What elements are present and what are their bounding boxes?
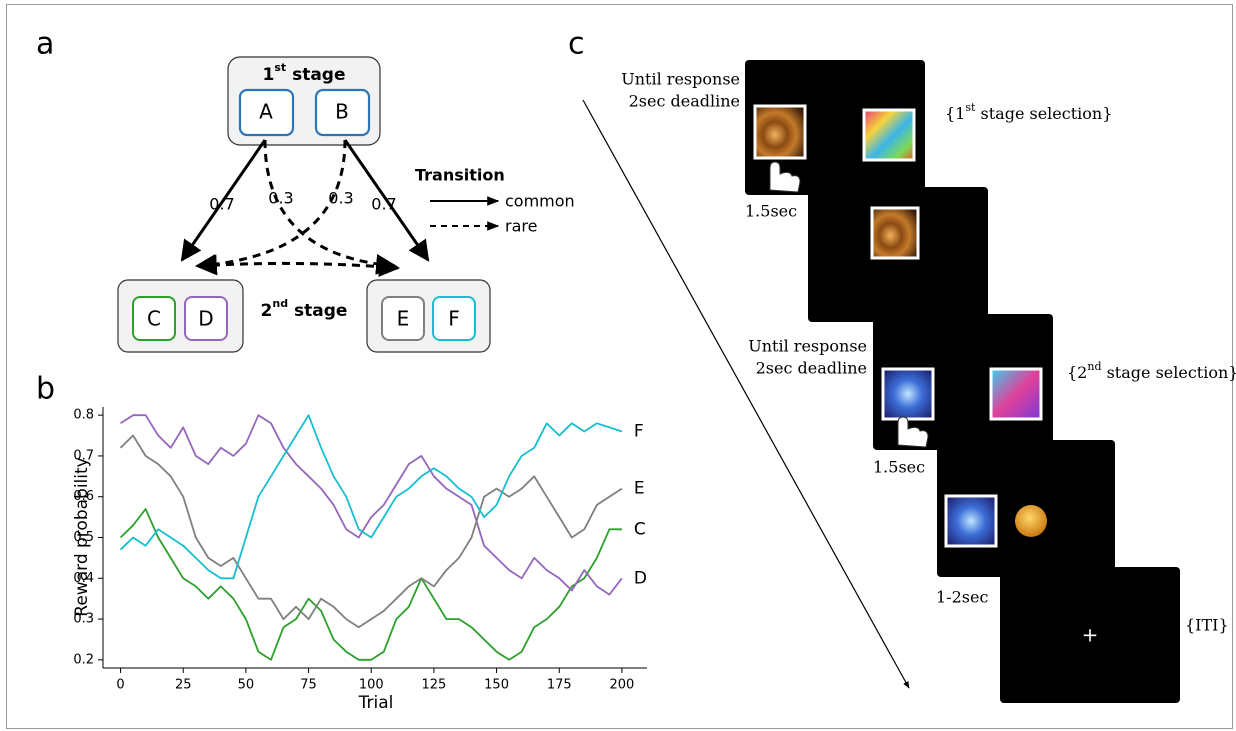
panel-label: c	[568, 27, 585, 62]
series-label: E	[634, 479, 645, 499]
legend-label: common	[505, 192, 575, 211]
timing-label: 1-2sec	[936, 588, 988, 607]
series-label: F	[634, 421, 644, 441]
timing-label: 1.5sec	[745, 202, 797, 221]
transition-diagram: 1st stage A B C D E F 2nd stage 0.7 0.3 …	[118, 57, 575, 352]
fixation-cross: +	[1082, 623, 1099, 647]
legend-label: rare	[505, 217, 537, 236]
probability-label: 0.7	[209, 195, 234, 214]
x-tick-label: 100	[359, 678, 384, 693]
x-tick-label: 175	[547, 678, 572, 693]
x-tick-label: 125	[421, 678, 446, 693]
series-label: D	[634, 568, 647, 588]
probability-label: 0.3	[328, 189, 353, 208]
panel-label: a	[36, 27, 54, 62]
node-label: B	[335, 100, 349, 124]
annotation: {1st stage selection}	[945, 101, 1112, 123]
node-label: A	[259, 100, 273, 124]
node-label: F	[448, 307, 460, 331]
y-tick-label: 0.8	[73, 408, 94, 423]
timing-label: 1.5sec	[873, 458, 925, 477]
figure: a b c 1st stage A B C D E F 2nd stage 0.…	[0, 0, 1236, 731]
x-tick-label: 75	[300, 678, 317, 693]
y-tick-label: 0.4	[73, 571, 94, 586]
series-line	[121, 436, 622, 628]
x-axis-label: Trial	[358, 693, 394, 713]
stimulus	[991, 369, 1041, 419]
chart: Trial Reward probability 0.20.30.40.50.6…	[72, 407, 647, 713]
series-line	[121, 415, 622, 594]
stimulus	[864, 110, 914, 160]
x-tick-label: 0	[116, 678, 124, 693]
timing-label: 2sec deadline	[756, 359, 867, 378]
annotation: {2nd stage selection}	[1067, 360, 1236, 382]
x-tick-label: 150	[484, 678, 509, 693]
series-line	[121, 509, 622, 660]
panel-label: b	[36, 372, 55, 407]
x-tick-label: 50	[238, 678, 255, 693]
rare-arrow	[198, 263, 398, 268]
node-label: E	[397, 307, 410, 331]
stimulus	[872, 208, 918, 258]
task-timeline: + Until response 2sec deadline {1st stag…	[583, 60, 1236, 703]
stage-label: 2nd stage	[261, 297, 348, 321]
x-tick-label: 25	[175, 678, 192, 693]
stimulus	[755, 106, 805, 158]
node-label: D	[198, 307, 213, 331]
probability-label: 0.7	[371, 195, 396, 214]
y-tick-label: 0.7	[73, 448, 94, 463]
y-tick-label: 0.2	[73, 652, 94, 667]
y-tick-label: 0.5	[73, 530, 94, 545]
stimulus	[883, 369, 933, 419]
x-tick-label: 200	[610, 678, 635, 693]
y-tick-label: 0.3	[73, 612, 94, 627]
timing-label: Until response	[748, 337, 867, 356]
coin	[1015, 505, 1047, 537]
legend-title: Transition	[415, 166, 505, 185]
probability-label: 0.3	[268, 189, 293, 208]
stimulus	[946, 496, 996, 546]
y-tick-label: 0.6	[73, 489, 94, 504]
timing-label: Until response	[621, 70, 740, 89]
node-label: C	[147, 307, 161, 331]
annotation: {ITI}	[1185, 616, 1229, 635]
series-label: C	[634, 519, 646, 539]
timing-label: 2sec deadline	[629, 92, 740, 111]
